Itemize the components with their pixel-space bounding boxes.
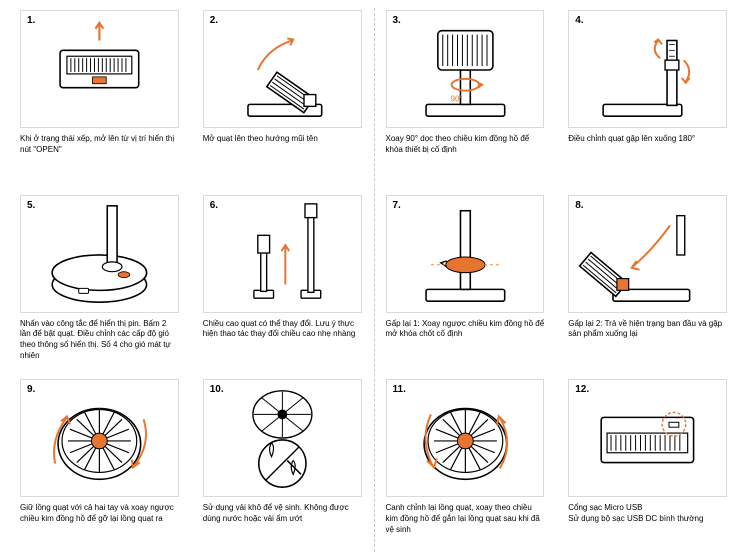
step-panel: 8. <box>568 195 727 313</box>
step-4-illustration <box>569 11 726 127</box>
step-9-illustration <box>21 380 178 496</box>
angle-label: 90° <box>450 94 462 103</box>
step-panel: 12. <box>568 379 727 497</box>
step-caption: Gấp lại 1: Xoay ngược chiều kim đồng hồ … <box>386 319 545 349</box>
step-6-illustration <box>204 196 361 312</box>
step-caption: Canh chỉnh lại lồng quạt, xoay theo chiề… <box>386 503 545 535</box>
step-cell: 6. Chiều cao quạt có thể thay đổi. Lưu ý… <box>203 195 362 366</box>
step-3-illustration: 90° <box>387 11 544 127</box>
step-cell: 3. 90° Xoay 90° dọc theo chiều kim đồng … <box>386 10 545 181</box>
step-11-illustration <box>387 380 544 496</box>
step-caption: Chiều cao quạt có thể thay đổi. Lưu ý th… <box>203 319 362 349</box>
step-5-illustration <box>21 196 178 312</box>
step-caption: Gấp lại 2: Trả về hiện trạng ban đầu và … <box>568 319 727 349</box>
step-panel: 6. <box>203 195 362 313</box>
step-panel: 11. <box>386 379 545 497</box>
step-10-illustration <box>204 380 361 496</box>
step-panel: 5. <box>20 195 179 313</box>
step-panel: 7. <box>386 195 545 313</box>
step-caption: Khi ở trạng thái xếp, mở lên từ vị trí h… <box>20 134 179 164</box>
step-caption: Cổng sạc Micro USBSử dụng bộ sạc USB DC … <box>568 503 727 533</box>
step-cell: 2. Mở quạt lên theo hướng mũi tên <box>203 10 362 181</box>
step-caption: Nhấn vào công tắc để hiển thị pin. Bấm 2… <box>20 319 179 362</box>
step-cell: 9. Giữ lồng quạt với cả hai tay và xoay … <box>20 379 179 550</box>
step-cell: 5. Nhấn vào công tắc để hiển thị pin. Bấ… <box>20 195 179 366</box>
step-cell: 8. Gấp lại 2: Trả về hiện trạng ban đầu … <box>568 195 727 366</box>
step-caption: Xoay 90° dọc theo chiều kim đồng hồ để k… <box>386 134 545 164</box>
step-cell: 12. Cổng sạc Micro USBSử dụng bộ sạc USB… <box>568 379 727 550</box>
step-cell: 1. Khi ở trạng thái xếp, mở lên từ vị tr… <box>20 10 179 181</box>
step-cell: 4. Điều chỉnh quạt gập lên xuống 180° <box>568 10 727 181</box>
step-cell: 11. Canh chỉnh lại lồng quạt, xoay theo … <box>386 379 545 550</box>
center-divider <box>374 8 375 552</box>
step-caption: Sử dụng vải khô để vệ sinh. Không được d… <box>203 503 362 533</box>
step-8-illustration <box>569 196 726 312</box>
step-7-illustration <box>387 196 544 312</box>
step-panel: 4. <box>568 10 727 128</box>
step-panel: 1. <box>20 10 179 128</box>
step-caption: Mở quạt lên theo hướng mũi tên <box>203 134 362 164</box>
step-cell: 7. Gấp lại 1: Xoay ngược chiều kim đồng … <box>386 195 545 366</box>
step-caption: Điều chỉnh quạt gập lên xuống 180° <box>568 134 727 164</box>
step-panel: 10. <box>203 379 362 497</box>
step-panel: 2. <box>203 10 362 128</box>
step-cell: 10. Sử dụng vải khô để vệ sinh. Không đư… <box>203 379 362 550</box>
step-12-illustration <box>569 380 726 496</box>
step-panel: 3. 90° <box>386 10 545 128</box>
step-caption: Giữ lồng quạt với cả hai tay và xoay ngư… <box>20 503 179 533</box>
step-2-illustration <box>204 11 361 127</box>
step-1-illustration <box>21 11 178 127</box>
step-panel: 9. <box>20 379 179 497</box>
